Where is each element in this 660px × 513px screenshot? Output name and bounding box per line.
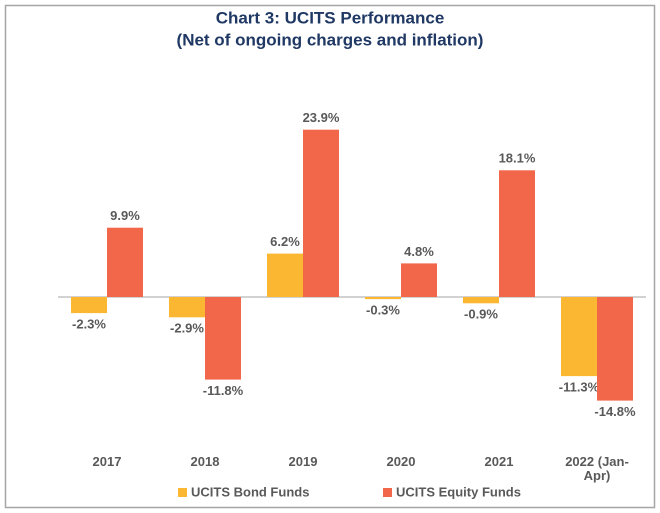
bar (169, 297, 205, 318)
bar (499, 170, 535, 297)
data-label: -2.9% (170, 321, 204, 336)
data-label: 9.9% (110, 208, 140, 223)
bar (267, 253, 303, 297)
data-label: 6.2% (270, 234, 300, 249)
bar (71, 297, 107, 314)
legend-label: UCITS Equity Funds (396, 484, 521, 499)
x-tick-label: 2017 (92, 454, 122, 469)
data-label: -11.3% (559, 380, 600, 395)
x-tick-label: 2022 (Jan-Apr) (565, 454, 629, 483)
data-label: 4.8% (404, 244, 434, 259)
data-label: 23.9% (303, 110, 340, 125)
legend-swatch (383, 488, 392, 497)
data-label: -14.8% (594, 404, 636, 419)
data-label: -2.3% (72, 317, 106, 332)
data-label: -11.8% (203, 383, 244, 398)
x-tick-label: 2021 (484, 454, 514, 469)
bar (463, 297, 499, 304)
chart-title: Chart 3: UCITS Performance (216, 8, 445, 27)
x-tick-label: 2018 (190, 454, 220, 469)
x-tick-label: 2020 (386, 454, 416, 469)
legend-swatch (178, 488, 187, 497)
bar (597, 297, 633, 401)
legend-label: UCITS Bond Funds (191, 484, 309, 499)
bar (365, 297, 401, 300)
bar (303, 129, 339, 297)
bar (107, 227, 143, 297)
bar (205, 297, 241, 380)
bar (401, 263, 437, 297)
data-label: -0.3% (366, 303, 400, 318)
x-tick-label: 2019 (288, 454, 318, 469)
bar (561, 297, 597, 377)
data-label: -0.9% (464, 307, 498, 322)
chart-subtitle: (Net of ongoing charges and inflation) (177, 30, 484, 49)
data-label: 18.1% (499, 151, 536, 166)
